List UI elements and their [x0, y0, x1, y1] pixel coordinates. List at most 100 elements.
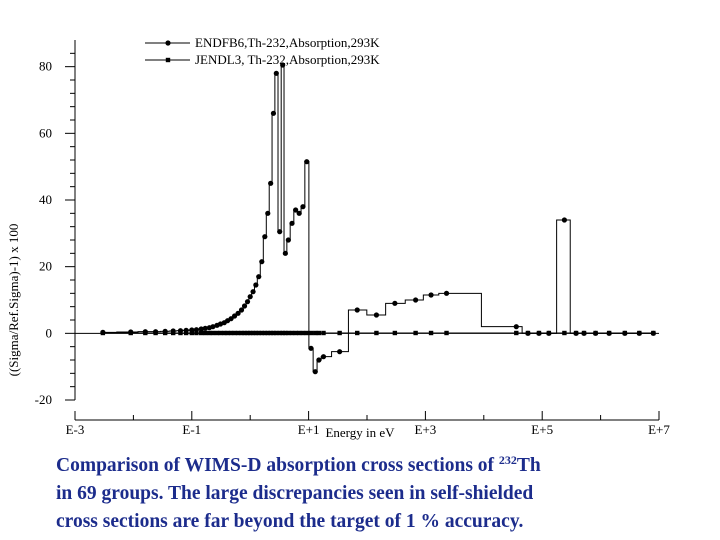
series-2-point — [153, 330, 158, 336]
chart-legend: ENDFB6,Th-232,Absorption,293K JENDL3, Th-… — [145, 35, 380, 67]
series-2-point — [253, 330, 259, 336]
series-1-point — [513, 324, 519, 330]
series-1-point — [265, 210, 271, 216]
series-2-point — [651, 330, 656, 336]
series-2-point — [222, 330, 227, 336]
series-1-point — [238, 307, 245, 313]
caption-line3: cross sections are far beyond the target… — [56, 511, 524, 532]
series-1-point — [392, 300, 398, 306]
series-lines — [102, 64, 654, 373]
series-2-point — [128, 330, 133, 336]
series-1-point — [262, 234, 268, 240]
series-1-point — [337, 349, 343, 355]
series-2-point — [304, 330, 309, 336]
y-axis-title: ((Sigma/Ref.Sigma)-1) x 100 — [6, 224, 21, 377]
x-tick-label: E+3 — [415, 422, 437, 437]
y-tick-label: -20 — [35, 392, 52, 407]
series-2-point — [374, 330, 379, 336]
series-1-point — [413, 297, 419, 303]
series-2-point — [199, 330, 204, 336]
caption-line1-text: Comparison of WIMS-D absorption cross se… — [56, 455, 499, 476]
series-2-point — [355, 330, 360, 336]
series-2-point — [248, 330, 253, 336]
series-2-point — [337, 330, 342, 336]
series-2-point — [514, 330, 519, 336]
series-2-point — [218, 330, 223, 336]
series-1-point — [270, 110, 277, 116]
series-2-point — [413, 330, 418, 336]
series-2-point — [321, 330, 326, 336]
series-2-point — [536, 330, 542, 336]
series-1-point — [354, 307, 360, 313]
series-2-point — [183, 330, 189, 336]
series-2-point — [546, 330, 552, 336]
caption-mass-number: 232 — [498, 453, 517, 467]
series-2-point — [313, 330, 318, 336]
chart: -20 0 20 40 60 80 E-3 E-1 E+1 E+3 E+5 E+7 ENDFB6,Th… — [6, 35, 670, 440]
y-tick-label: 60 — [39, 125, 52, 140]
x-axis-title: Energy in eV — [325, 425, 395, 440]
series-2-point — [271, 330, 276, 336]
series-2-point — [228, 330, 234, 336]
series-2-point — [286, 330, 291, 336]
series-2-point — [178, 330, 183, 336]
series-2-point — [593, 330, 598, 336]
series-markers — [100, 62, 656, 375]
series-1-point — [228, 316, 234, 322]
series-2-point — [256, 330, 261, 336]
series-2-point — [562, 330, 567, 336]
series-1-point — [256, 274, 262, 280]
series-2-point — [265, 330, 270, 336]
series-1-point — [202, 325, 208, 331]
series-2-point — [100, 330, 106, 336]
legend-marker-circle — [165, 40, 171, 46]
x-tick-label: E+1 — [298, 422, 320, 437]
series-2-point — [239, 330, 244, 336]
series-1-point — [210, 324, 216, 330]
series-2-point — [143, 330, 148, 336]
legend-label-2: JENDL3, Th-232,Absorption,293K — [195, 52, 380, 67]
series-2-point — [300, 330, 306, 336]
series-1-point — [561, 217, 568, 223]
series-2-point — [214, 330, 220, 336]
series-1-point — [300, 204, 306, 210]
legend-marker-square — [165, 57, 171, 63]
series-1-point — [296, 210, 302, 216]
series-1-point — [373, 312, 380, 318]
series-2-point — [232, 330, 237, 336]
series-2-point — [189, 330, 194, 336]
caption-element: Th — [516, 455, 541, 476]
series-1-point — [235, 310, 241, 316]
x-tick-label: E+7 — [648, 422, 670, 437]
series-2-point — [274, 330, 279, 336]
series-2-point — [207, 330, 212, 336]
series-2-point — [170, 330, 176, 336]
series-2-point — [637, 330, 642, 336]
series-1-point — [273, 70, 279, 76]
series-1-point — [316, 357, 322, 363]
series-2-point — [245, 330, 250, 336]
series-2-point — [308, 330, 314, 336]
figure-caption: Comparison of WIMS-D absorption cross se… — [56, 452, 696, 536]
legend-label-1: ENDFB6,Th-232,Absorption,293K — [195, 35, 380, 50]
series-2-point — [162, 330, 168, 336]
series-2-point — [225, 330, 230, 336]
series-1-point — [443, 290, 450, 296]
series-2-point — [283, 330, 288, 336]
series-1-point — [250, 289, 256, 295]
series-1-point — [293, 207, 299, 213]
series-2-point — [606, 330, 612, 336]
series-1-point — [304, 159, 310, 165]
series-2-point — [444, 330, 449, 336]
x-tick-label: E+5 — [531, 422, 553, 437]
series-2-point — [293, 330, 298, 336]
series-2-point — [296, 330, 302, 336]
series-2-point — [280, 330, 285, 336]
series-2-point — [573, 330, 579, 336]
caption-line2: in 69 groups. The large discrepancies se… — [56, 483, 534, 504]
series-1-point — [244, 299, 251, 305]
series-2-point — [392, 330, 398, 336]
series-2-point — [259, 330, 265, 336]
series-1-point — [285, 237, 291, 243]
series-1-point — [268, 180, 274, 186]
